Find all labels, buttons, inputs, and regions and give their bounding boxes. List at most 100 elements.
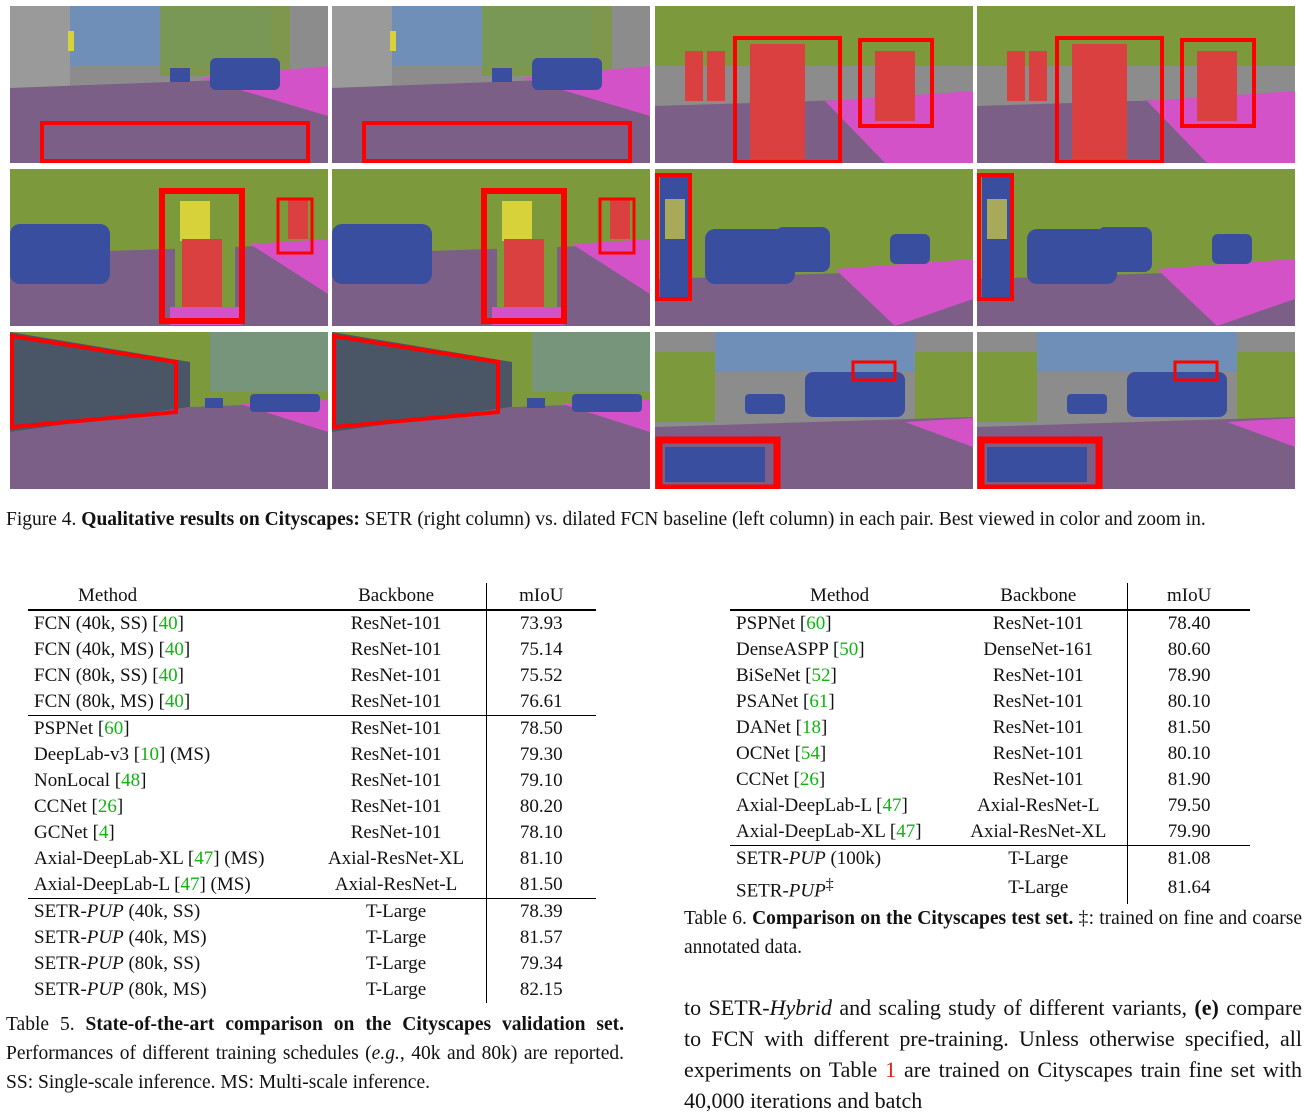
table-5-label: Table 5. — [6, 1014, 75, 1035]
header-miou: mIoU — [1127, 583, 1250, 611]
segmentation-image — [332, 6, 650, 163]
cell-backbone: T-Large — [949, 845, 1128, 872]
cell-backbone: ResNet-101 — [992, 769, 1084, 790]
cell-method: CCNet [26] — [736, 769, 826, 790]
table-row: SETR-PUP (100k) T-Large 81.08 — [730, 845, 1250, 872]
cell-backbone: T-Large — [306, 898, 487, 925]
citation-link[interactable]: 61 — [809, 691, 829, 712]
table-6-title: Comparison on the Cityscapes test set. — [752, 908, 1074, 929]
table-5-eg: e.g. — [371, 1043, 400, 1064]
cell-method: CCNet [26] — [34, 796, 124, 817]
table-5-text: Performances of different training sched… — [6, 1043, 372, 1064]
cell-method: Axial-DeepLab-XL [47] — [736, 821, 922, 842]
cell-method: SETR-PUP (40k, SS) — [28, 898, 307, 925]
citation-link[interactable]: 18 — [801, 717, 821, 738]
table-row: DANet [18] ResNet-101 81.50 — [730, 715, 1250, 741]
cell-miou: 81.90 — [1127, 767, 1250, 793]
segmentation-image — [10, 6, 328, 163]
table-row: PSPNet [60] ResNet-101 78.50 — [28, 715, 596, 742]
citation-link[interactable]: 26 — [799, 769, 819, 790]
table-row: DenseASPP [50] DenseNet-161 80.60 — [730, 637, 1250, 663]
cell-miou: 81.57 — [485, 925, 596, 951]
table-reference-link[interactable]: 1 — [885, 1057, 897, 1082]
header-miou: mIoU — [485, 583, 596, 611]
cell-backbone: ResNet-101 — [992, 613, 1084, 634]
cell-backbone: T-Large — [365, 953, 427, 974]
cell-method: FCN (80k, SS) [40] — [34, 665, 184, 686]
table-5-text2: , 40k and 80k) are reported. SS: Single-… — [6, 1043, 624, 1093]
citation-link[interactable]: 10 — [140, 744, 160, 765]
table-6-caption: Table 6. Comparison on the Cityscapes te… — [684, 904, 1302, 962]
cell-backbone: ResNet-101 — [350, 639, 442, 660]
table-row: FCN (80k, MS) [40] ResNet-101 76.61 — [28, 689, 596, 716]
figure-label: Figure 4. — [6, 509, 77, 530]
table-row: Axial-DeepLab-L [47] Axial-ResNet-L 79.50 — [730, 793, 1250, 819]
cell-method: FCN (80k, MS) [40] — [34, 691, 191, 712]
citation-link[interactable]: 40 — [158, 665, 178, 686]
table-row: OCNet [54] ResNet-101 80.10 — [730, 741, 1250, 767]
body-text-1: to SETR- — [684, 995, 770, 1020]
table-row: FCN (40k, MS) [40] ResNet-101 75.14 — [28, 637, 596, 663]
citation-link[interactable]: 60 — [104, 718, 124, 739]
cell-miou: 75.52 — [485, 663, 596, 689]
citation-link[interactable]: 40 — [164, 639, 184, 660]
cell-backbone: ResNet-101 — [350, 613, 442, 634]
body-paragraph: to SETR-Hybrid and scaling study of diff… — [684, 992, 1302, 1116]
header-method: Method — [28, 583, 307, 611]
body-italic: Hybrid — [769, 995, 832, 1020]
cell-miou: 79.34 — [485, 951, 596, 977]
figure-text: SETR (right column) vs. dilated FCN base… — [359, 509, 1206, 530]
citation-link[interactable]: 47 — [194, 848, 214, 869]
cell-miou: 80.60 — [1127, 637, 1250, 663]
cell-backbone: ResNet-101 — [350, 822, 442, 843]
cell-backbone: DenseNet-161 — [983, 639, 1094, 660]
table-row: FCN (40k, SS) [40] ResNet-101 73.93 — [28, 610, 596, 637]
citation-link[interactable]: 40 — [158, 613, 178, 634]
citation-link[interactable]: 47 — [180, 874, 200, 895]
cell-backbone: T-Large — [365, 927, 427, 948]
table-row: SETR-PUP‡ T-Large 81.64 — [730, 872, 1250, 905]
cell-method: Axial-DeepLab-L [47] (MS) — [34, 874, 251, 895]
table-5: Method Backbone mIoU FCN (40k, SS) [40] R… — [28, 583, 596, 1003]
cell-miou: 79.10 — [485, 768, 596, 794]
citation-link[interactable]: 50 — [839, 639, 859, 660]
citation-link[interactable]: 47 — [882, 795, 902, 816]
header-backbone: Backbone — [949, 583, 1128, 611]
cell-miou: 81.08 — [1127, 845, 1250, 872]
table-row: CCNet [26] ResNet-101 80.20 — [28, 794, 596, 820]
header-method: Method — [730, 583, 950, 611]
citation-link[interactable]: 52 — [811, 665, 831, 686]
figure-title: Qualitative results on Cityscapes: — [81, 509, 360, 530]
segmentation-image — [655, 6, 973, 163]
table-5-caption: Table 5. State-of-the-art comparison on … — [6, 1010, 624, 1097]
cell-miou: 73.93 — [485, 610, 596, 637]
citation-link[interactable]: 47 — [896, 821, 916, 842]
cell-backbone: Axial-ResNet-L — [334, 874, 458, 895]
cell-miou: 81.10 — [485, 846, 596, 872]
cell-method: SETR-PUP (80k, MS) — [34, 979, 207, 1000]
citation-link[interactable]: 40 — [164, 691, 184, 712]
segmentation-image — [10, 169, 328, 326]
citation-link[interactable]: 26 — [97, 796, 117, 817]
segmentation-image — [332, 169, 650, 326]
citation-link[interactable]: 48 — [121, 770, 141, 791]
cell-method: NonLocal [48] — [34, 770, 147, 791]
segmentation-image — [977, 169, 1295, 326]
cell-backbone: T-Large — [365, 979, 427, 1000]
cell-miou: 76.61 — [485, 689, 596, 716]
citation-link[interactable]: 60 — [806, 613, 826, 634]
citation-link[interactable]: 54 — [800, 743, 820, 764]
cell-miou: 79.30 — [485, 742, 596, 768]
cell-method: SETR-PUP (40k, MS) — [34, 927, 207, 948]
table-row: SETR-PUP (80k, MS) T-Large 82.15 — [28, 977, 596, 1003]
cell-backbone: ResNet-101 — [306, 715, 487, 742]
segmentation-image — [332, 332, 650, 489]
cell-miou: 80.20 — [485, 794, 596, 820]
table-row: SETR-PUP (40k, MS) T-Large 81.57 — [28, 925, 596, 951]
cell-backbone: Axial-ResNet-L — [977, 795, 1100, 816]
citation-link[interactable]: 4 — [98, 822, 109, 843]
table-row: FCN (80k, SS) [40] ResNet-101 75.52 — [28, 663, 596, 689]
cell-miou: 79.90 — [1127, 819, 1250, 846]
cell-backbone: Axial-ResNet-XL — [970, 821, 1107, 842]
cell-miou: 78.39 — [485, 898, 596, 925]
